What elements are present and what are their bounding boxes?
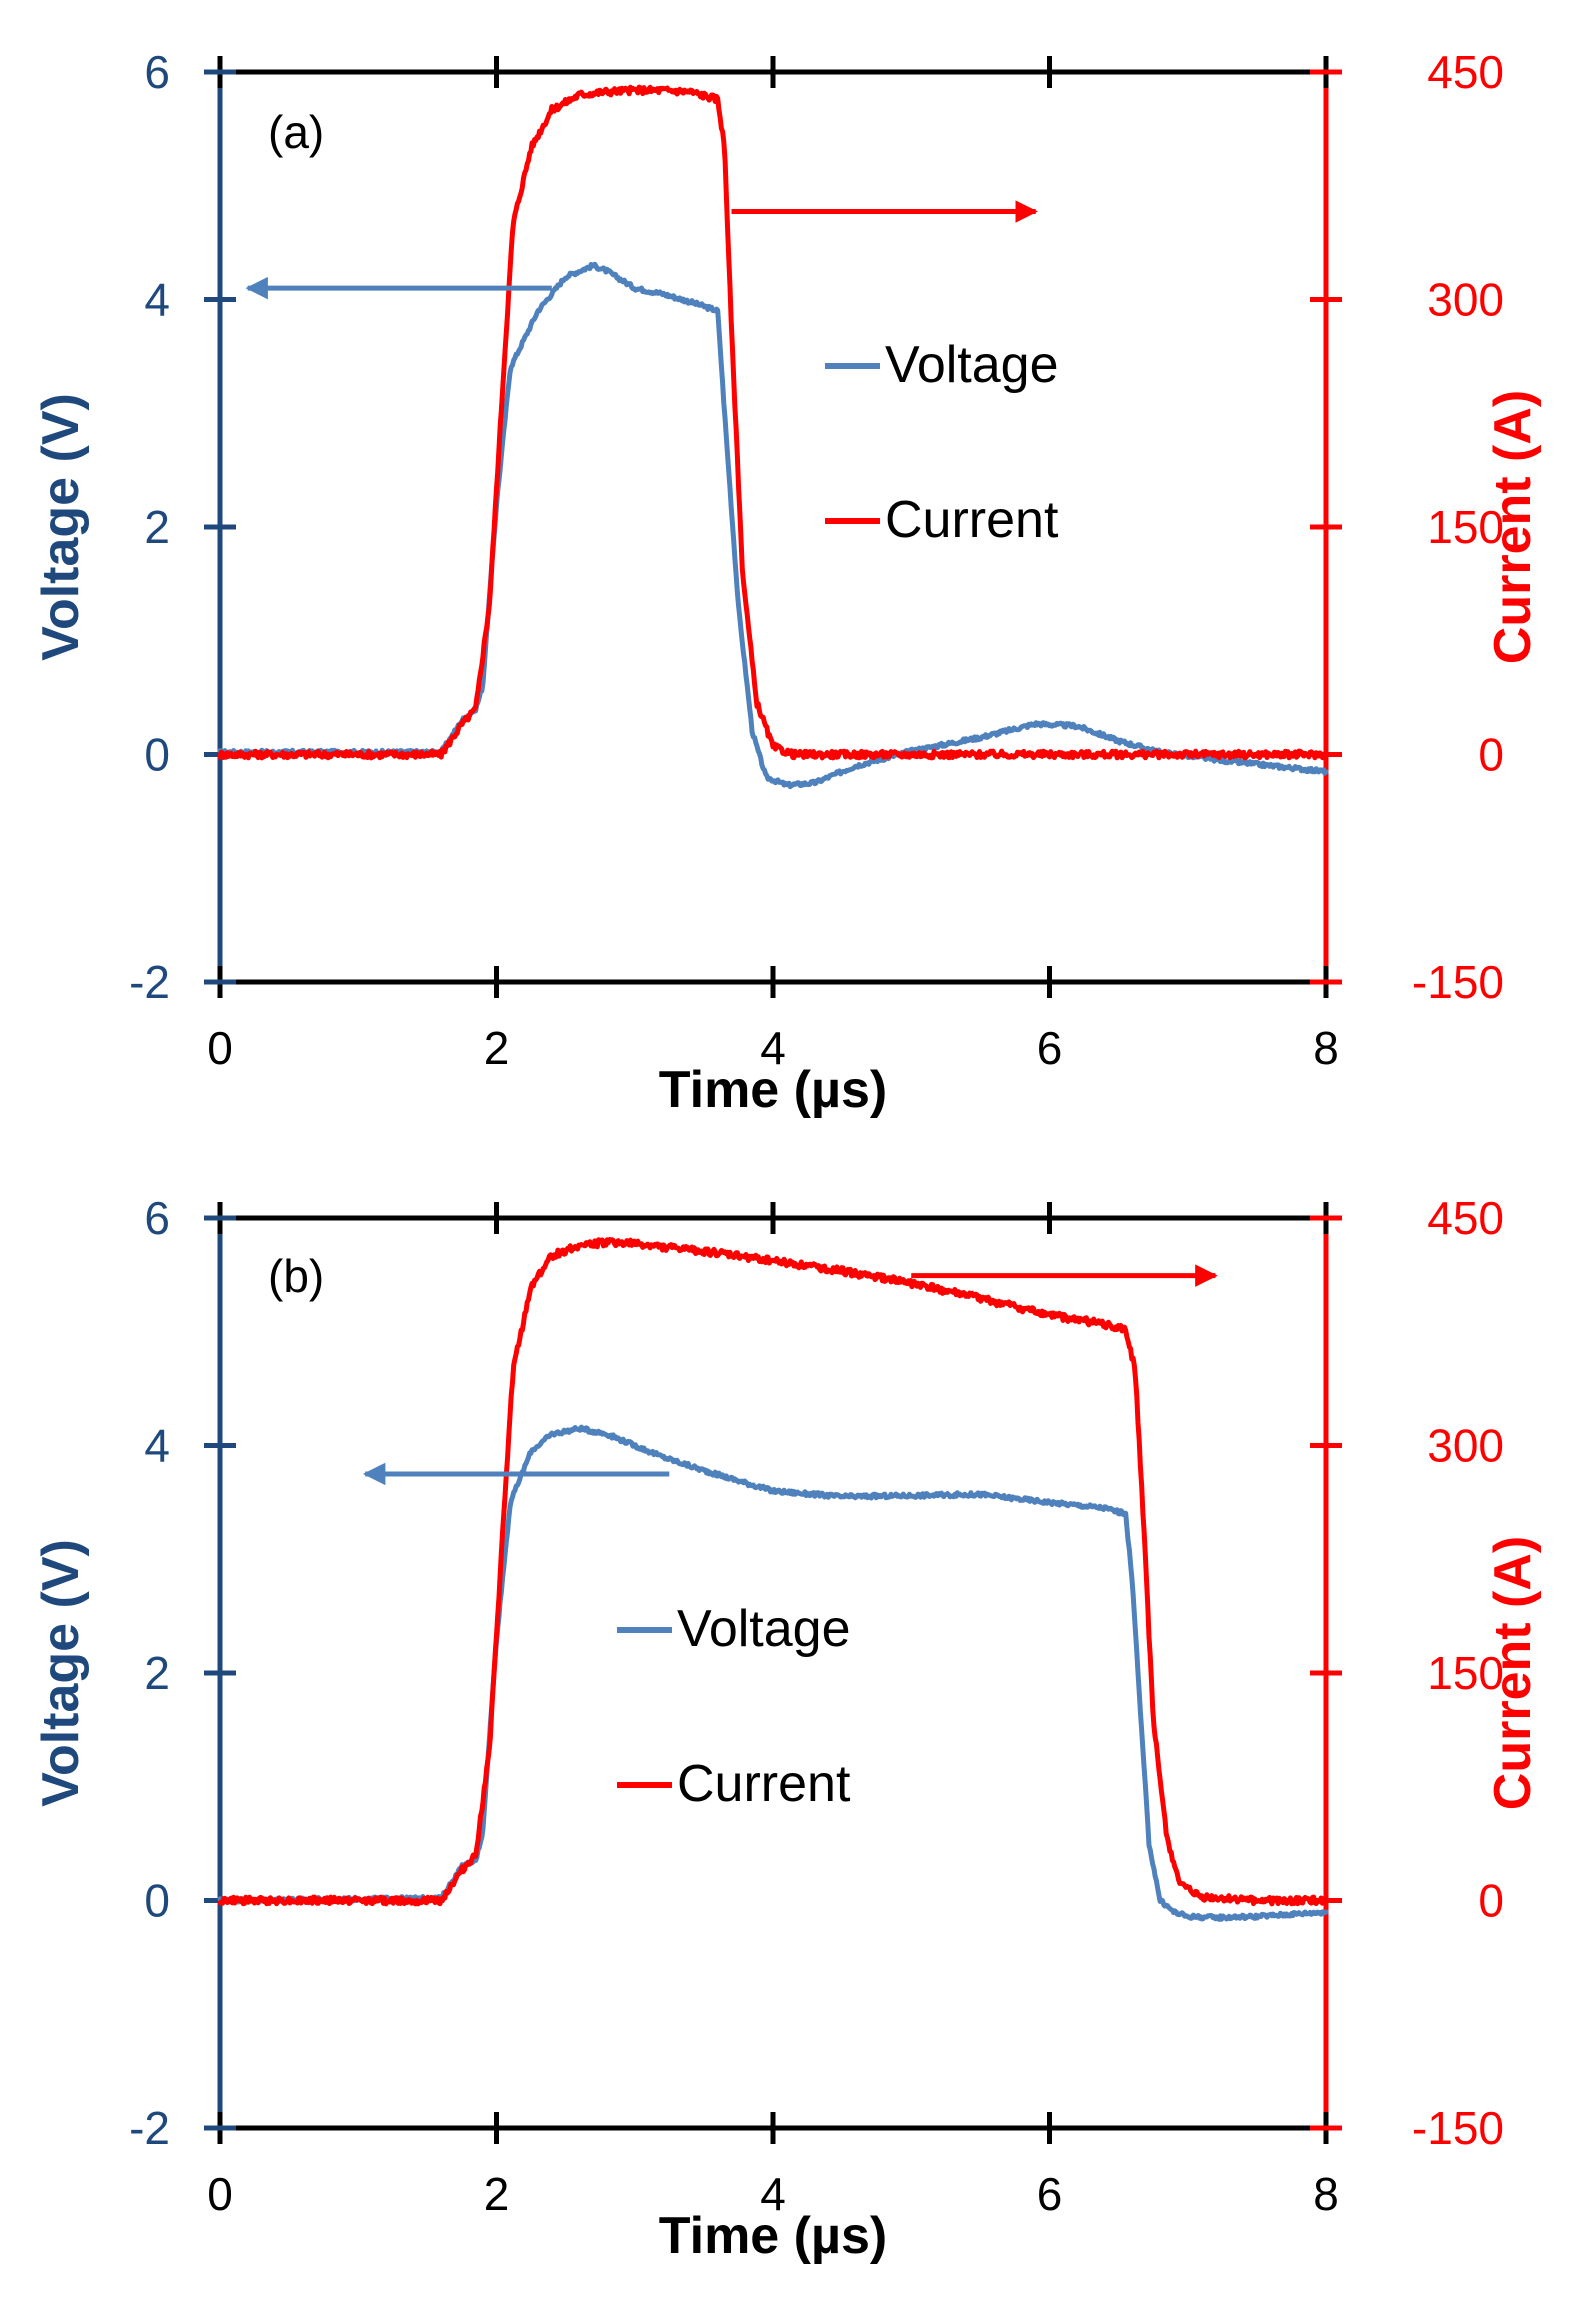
right-y-axis-title: Current (A): [1484, 390, 1542, 664]
x-axis-title: Time (µs): [659, 1061, 887, 1119]
right-y-tick-label: 300: [1427, 1420, 1504, 1472]
x-tick-label: 8: [1313, 1022, 1339, 1074]
x-tick-label: 6: [1037, 2168, 1063, 2220]
x-axis-title: Time (µs): [659, 2207, 887, 2265]
right-y-tick-label: 0: [1478, 729, 1504, 781]
left-y-axis-title: Voltage (V): [32, 393, 90, 661]
legend-voltage-label: Voltage: [885, 336, 1059, 394]
x-tick-label: 4: [760, 1022, 786, 1074]
right-y-tick-label: 450: [1427, 1192, 1504, 1244]
right-y-axis-title: Current (A): [1484, 1536, 1542, 1810]
left-y-tick-label: 0: [144, 729, 170, 781]
legend-current-label: Current: [677, 1755, 851, 1813]
panel-label: (b): [268, 1250, 324, 1302]
left-y-tick-label: -2: [129, 2102, 170, 2154]
right-y-tick-label: 150: [1427, 1647, 1504, 1699]
left-y-tick-label: 6: [144, 46, 170, 98]
x-tick-label: 4: [760, 2168, 786, 2220]
left-y-tick-label: 4: [144, 274, 170, 326]
x-tick-label: 8: [1313, 2168, 1339, 2220]
x-tick-label: 0: [207, 1022, 233, 1074]
left-y-tick-label: 0: [144, 1875, 170, 1927]
left-y-tick-label: -2: [129, 956, 170, 1008]
right-y-tick-label: 150: [1427, 501, 1504, 553]
panel-a-chart: 0 2 4 6 8 -2 0 2 4 6 -150 0 150 300 450 Time (µs) Voltag…: [32, 46, 1542, 1119]
current-trace: [217, 84, 1329, 761]
voltage-trace: [217, 261, 1329, 790]
x-tick-label: 6: [1037, 1022, 1063, 1074]
left-y-tick-label: 4: [144, 1420, 170, 1472]
x-tick-label: 2: [484, 2168, 510, 2220]
left-y-tick-label: 2: [144, 1647, 170, 1699]
right-y-tick-label: 0: [1478, 1875, 1504, 1927]
right-y-tick-label: -150: [1412, 956, 1504, 1008]
left-y-tick-label: 6: [144, 1192, 170, 1244]
left-y-axis-title: Voltage (V): [32, 1539, 90, 1807]
panel-label: (a): [268, 106, 324, 158]
current-trace: [217, 1237, 1329, 1907]
legend-voltage-label: Voltage: [677, 1600, 851, 1658]
left-y-tick-label: 2: [144, 501, 170, 553]
right-y-tick-label: 300: [1427, 274, 1504, 326]
legend-current-label: Current: [885, 491, 1059, 549]
panel-b-chart: 0 2 4 6 8 -2 0 2 4 6 -150 0 150 300 450 Time (µs) Voltag…: [32, 1192, 1542, 2265]
right-y-tick-label: 450: [1427, 46, 1504, 98]
x-tick-label: 2: [484, 1022, 510, 1074]
right-y-tick-label: -150: [1412, 2102, 1504, 2154]
voltage-trace: [217, 1424, 1329, 1922]
x-tick-label: 0: [207, 2168, 233, 2220]
